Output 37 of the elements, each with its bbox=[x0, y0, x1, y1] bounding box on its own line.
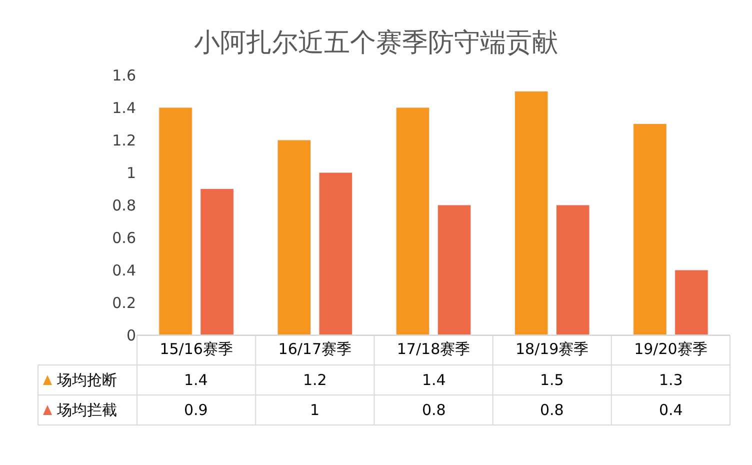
data-label: 1.4 bbox=[184, 371, 208, 389]
legend-label: 场均抢断 bbox=[56, 371, 117, 389]
bar bbox=[318, 172, 353, 335]
bar bbox=[277, 140, 311, 335]
chart-title: 小阿扎尔近五个赛季防守端贡献 bbox=[194, 28, 558, 58]
y-tick-label: 0.2 bbox=[112, 294, 136, 312]
x-tick-label: 17/18赛季 bbox=[396, 340, 470, 358]
bar bbox=[437, 204, 472, 335]
bar bbox=[396, 107, 430, 335]
bar bbox=[674, 270, 708, 335]
data-label: 0.8 bbox=[540, 401, 564, 419]
data-label: 1.3 bbox=[659, 371, 683, 389]
y-tick-label: 1.4 bbox=[112, 98, 136, 117]
data-label: 1.2 bbox=[303, 371, 327, 389]
data-label: 0.4 bbox=[659, 401, 683, 419]
bar bbox=[158, 107, 192, 335]
bar bbox=[200, 188, 234, 335]
x-tick-label: 19/20赛季 bbox=[634, 340, 708, 358]
data-label: 1 bbox=[310, 401, 320, 419]
y-tick-label: 1.6 bbox=[112, 66, 136, 84]
legend-label: 场均拦截 bbox=[56, 401, 117, 419]
data-label: 1.4 bbox=[422, 371, 446, 389]
x-tick-label: 15/16赛季 bbox=[160, 340, 233, 358]
bar bbox=[556, 204, 590, 335]
y-tick-label: 1 bbox=[126, 164, 136, 182]
data-label: 0.9 bbox=[184, 401, 208, 419]
y-tick-label: 0.8 bbox=[112, 196, 136, 214]
y-tick-label: 0.6 bbox=[112, 228, 136, 247]
data-label: 0.8 bbox=[422, 401, 446, 419]
y-tick-label: 1.2 bbox=[112, 131, 136, 150]
x-tick-label: 18/19赛季 bbox=[515, 340, 589, 358]
y-tick-label: 0 bbox=[126, 326, 136, 344]
bar bbox=[514, 91, 548, 335]
data-label: 1.5 bbox=[540, 371, 564, 389]
x-tick-label: 16/17赛季 bbox=[278, 340, 352, 358]
bar bbox=[633, 124, 667, 335]
y-tick-label: 0.4 bbox=[112, 261, 136, 280]
